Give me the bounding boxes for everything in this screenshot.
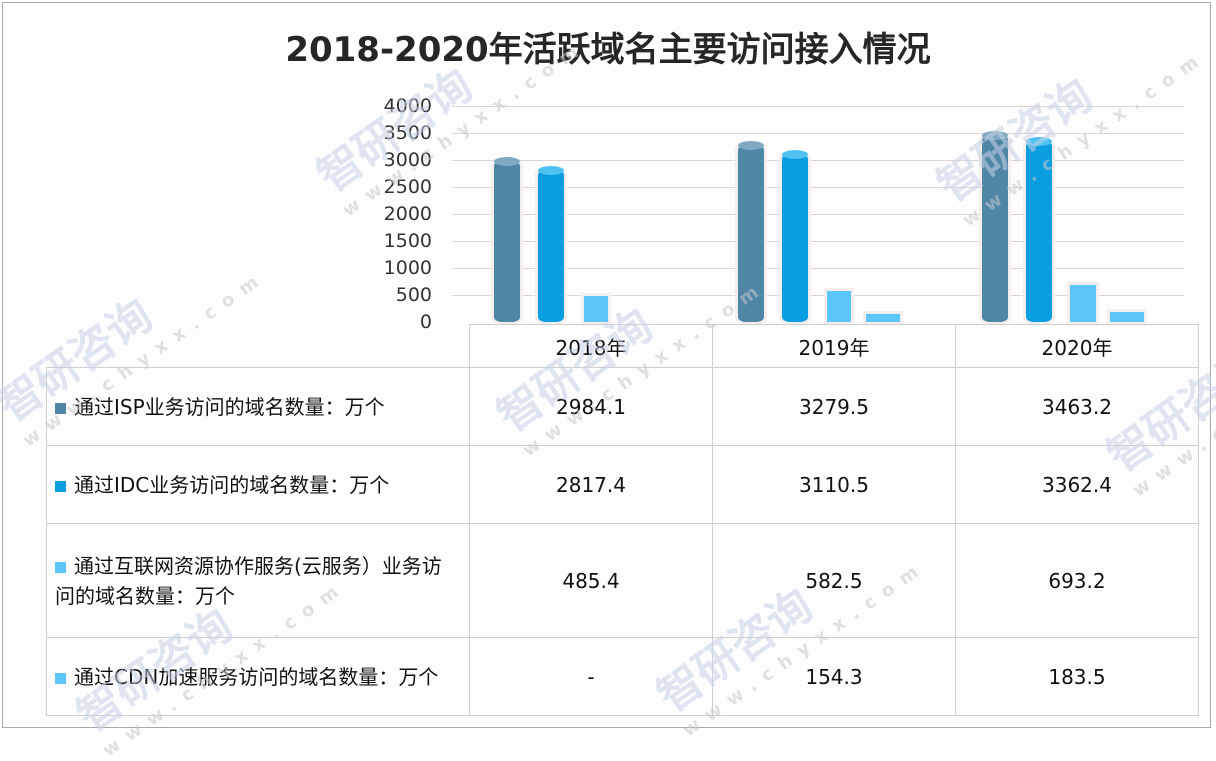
chart-title: 2018-2020年活跃域名主要访问接入情况: [285, 30, 931, 70]
column-header: 2019年: [712, 324, 956, 368]
bar-cloud-2019: [827, 291, 851, 322]
table-cell: 154.3: [712, 637, 956, 716]
legend-swatch-isp-icon: [55, 402, 66, 414]
y-tick: 500: [395, 284, 432, 306]
table-cell: 3362.4: [955, 445, 1199, 524]
bar-idc-2020: [1026, 137, 1052, 322]
y-tick: 4000: [383, 95, 432, 117]
bar-idc-2018: [538, 166, 564, 322]
table-cell: 3463.2: [955, 367, 1199, 446]
table-header-row: 2018年 2019年 2020年: [46, 324, 1199, 368]
table-cell: 3279.5: [712, 367, 956, 446]
row-label: 通过IDC业务访问的域名数量：万个: [46, 445, 470, 524]
table-cell: 485.4: [469, 523, 713, 638]
table-cell: -: [469, 637, 713, 716]
table-cell: 183.5: [955, 637, 1199, 716]
y-tick: 3500: [383, 122, 432, 144]
table-row: 通过IDC业务访问的域名数量：万个 2817.4 3110.5 3362.4: [46, 445, 1199, 524]
bar-isp-2019: [738, 141, 764, 322]
table-row: 通过互联网资源协作服务(云服务）业务访问的域名数量：万个 485.4 582.5…: [46, 523, 1199, 638]
table-row: 通过CDN加速服务访问的域名数量：万个 - 154.3 183.5: [46, 637, 1199, 716]
bar-cloud-2018: [584, 296, 608, 322]
bar-isp-2020: [982, 131, 1008, 322]
column-header: 2020年: [955, 324, 1199, 368]
data-table: 2018年 2019年 2020年 通过ISP业务访问的域名数量：万个 2984…: [46, 324, 1199, 716]
row-label: 通过CDN加速服务访问的域名数量：万个: [46, 637, 470, 716]
column-header: 2018年: [469, 324, 713, 368]
table-cell: 3110.5: [712, 445, 956, 524]
legend-swatch-cloud-icon: [55, 561, 66, 573]
y-tick: 2000: [383, 203, 432, 225]
bar-cdn-2020: [1110, 312, 1144, 322]
table-row: 通过ISP业务访问的域名数量：万个 2984.1 3279.5 3463.2: [46, 367, 1199, 446]
y-tick: 2500: [383, 176, 432, 198]
row-label: 通过ISP业务访问的域名数量：万个: [46, 367, 470, 446]
bar-cloud-2020: [1070, 285, 1096, 322]
bar-idc-2019: [782, 150, 808, 322]
table-cell: 693.2: [955, 523, 1199, 638]
row-label-text: 通过IDC业务访问的域名数量：万个: [74, 472, 390, 497]
bar-isp-2018: [494, 157, 520, 322]
legend-swatch-idc-icon: [55, 480, 66, 492]
y-tick: 1500: [383, 230, 432, 252]
table-cell: 582.5: [712, 523, 956, 638]
row-label-text: 通过CDN加速服务访问的域名数量：万个: [74, 664, 439, 689]
row-label-text: 通过ISP业务访问的域名数量：万个: [74, 394, 385, 419]
row-label: 通过互联网资源协作服务(云服务）业务访问的域名数量：万个: [46, 523, 470, 638]
table-cell: 2984.1: [469, 367, 713, 446]
y-tick: 3000: [383, 149, 432, 171]
bar-cdn-2019: [866, 314, 900, 322]
y-tick: 1000: [383, 257, 432, 279]
legend-swatch-cdn-icon: [55, 672, 66, 684]
table-cell: 2817.4: [469, 445, 713, 524]
row-label-text: 通过互联网资源协作服务(云服务）业务访问的域名数量：万个: [55, 553, 442, 608]
